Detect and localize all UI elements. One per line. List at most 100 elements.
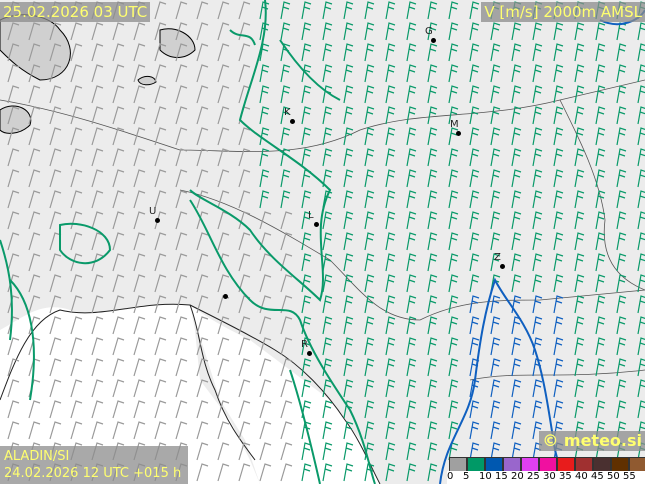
wind-barb	[448, 232, 459, 251]
wind-barb	[175, 127, 188, 146]
wind-barb	[49, 379, 62, 398]
wind-barb	[469, 274, 480, 293]
wind-barb	[280, 85, 291, 104]
wind-barb	[553, 295, 564, 314]
wind-barb	[553, 232, 564, 251]
wind-barb	[322, 337, 333, 356]
wind-barb	[637, 316, 645, 335]
wind-barb	[385, 379, 396, 398]
wind-barb	[7, 64, 20, 83]
wind-barb	[637, 43, 645, 62]
wind-barb	[364, 316, 375, 335]
hatched-areas	[0, 14, 196, 134]
wind-barb	[259, 274, 272, 293]
wind-barb	[385, 85, 396, 104]
wind-barb	[616, 379, 627, 398]
wind-barb	[553, 337, 564, 356]
wind-barb	[364, 379, 375, 398]
wind-barb	[616, 106, 627, 125]
wind-barb	[196, 106, 209, 125]
wind-barb	[112, 253, 125, 272]
wind-barb	[70, 211, 83, 230]
wind-barb	[28, 127, 41, 146]
wind-barb	[112, 295, 125, 314]
wind-barb	[91, 85, 104, 104]
wind-barb	[364, 358, 375, 377]
city-label: L	[308, 210, 314, 221]
wind-barb	[259, 421, 272, 440]
parameter-title: V [m/s] 2000m AMSL	[481, 2, 645, 22]
wind-barb	[469, 232, 480, 251]
wind-barb	[133, 295, 146, 314]
wind-barb	[511, 358, 522, 377]
legend-label: 35	[559, 471, 572, 482]
wind-barb	[364, 22, 375, 41]
wind-barb	[133, 106, 146, 125]
wind-barb	[343, 421, 354, 440]
wind-barb	[49, 316, 62, 335]
city-dot	[307, 351, 312, 356]
wind-barb	[490, 169, 501, 188]
wind-barb	[595, 211, 606, 230]
wind-barb	[490, 400, 501, 419]
wind-barb	[259, 358, 272, 377]
wind-barb	[343, 85, 354, 104]
legend-label: 45	[591, 471, 604, 482]
city-dot	[155, 218, 160, 223]
city-label: M	[450, 119, 459, 130]
wind-barb	[133, 232, 146, 251]
wind-barb	[322, 400, 333, 419]
wind-barb	[511, 274, 522, 293]
wind-barb	[91, 316, 104, 335]
wind-barb	[322, 253, 333, 272]
wind-barb	[448, 337, 459, 356]
wind-barb	[511, 106, 522, 125]
wind-barb	[70, 295, 83, 314]
wind-barb	[112, 379, 125, 398]
wind-barb	[574, 148, 585, 167]
wind-barb	[217, 148, 230, 167]
wind-barb	[343, 316, 354, 335]
wind-barb	[532, 316, 543, 335]
wind-barb	[259, 442, 272, 461]
wind-barb	[406, 1, 417, 20]
wind-barb	[175, 148, 188, 167]
wind-barb	[532, 127, 543, 146]
wind-barb	[343, 169, 354, 188]
wind-barb	[196, 169, 209, 188]
wind-barb	[637, 22, 645, 41]
wind-barb	[616, 85, 627, 104]
wind-barb	[238, 64, 251, 83]
wind-barb	[49, 127, 62, 146]
wind-barb	[7, 379, 20, 398]
wind-barb	[217, 400, 230, 419]
wind-barb	[301, 127, 312, 146]
wind-barb	[280, 316, 293, 335]
wind-barb	[637, 400, 645, 419]
wind-barb	[112, 127, 125, 146]
wind-barb	[238, 211, 251, 230]
wind-barb	[490, 43, 501, 62]
wind-barb	[217, 232, 230, 251]
wind-barb	[28, 232, 41, 251]
wind-barb	[553, 106, 564, 125]
wind-barb	[406, 232, 417, 251]
wind-barb	[343, 148, 354, 167]
city-dot	[314, 222, 319, 227]
wind-barb	[448, 295, 459, 314]
wind-barb	[322, 211, 333, 230]
wind-barb	[574, 64, 585, 83]
wind-barb	[196, 421, 209, 440]
legend-swatch	[449, 457, 467, 472]
city-label: K	[284, 107, 291, 118]
wind-barb	[532, 253, 543, 272]
wind-barb	[322, 421, 333, 440]
wind-barb	[364, 106, 375, 125]
wind-barb	[154, 421, 167, 440]
wind-barb	[448, 421, 459, 440]
wind-barb	[385, 127, 396, 146]
wind-barb	[616, 400, 627, 419]
model-name: ALADIN/SI	[4, 449, 70, 464]
wind-barb	[217, 316, 230, 335]
wind-barb	[616, 358, 627, 377]
